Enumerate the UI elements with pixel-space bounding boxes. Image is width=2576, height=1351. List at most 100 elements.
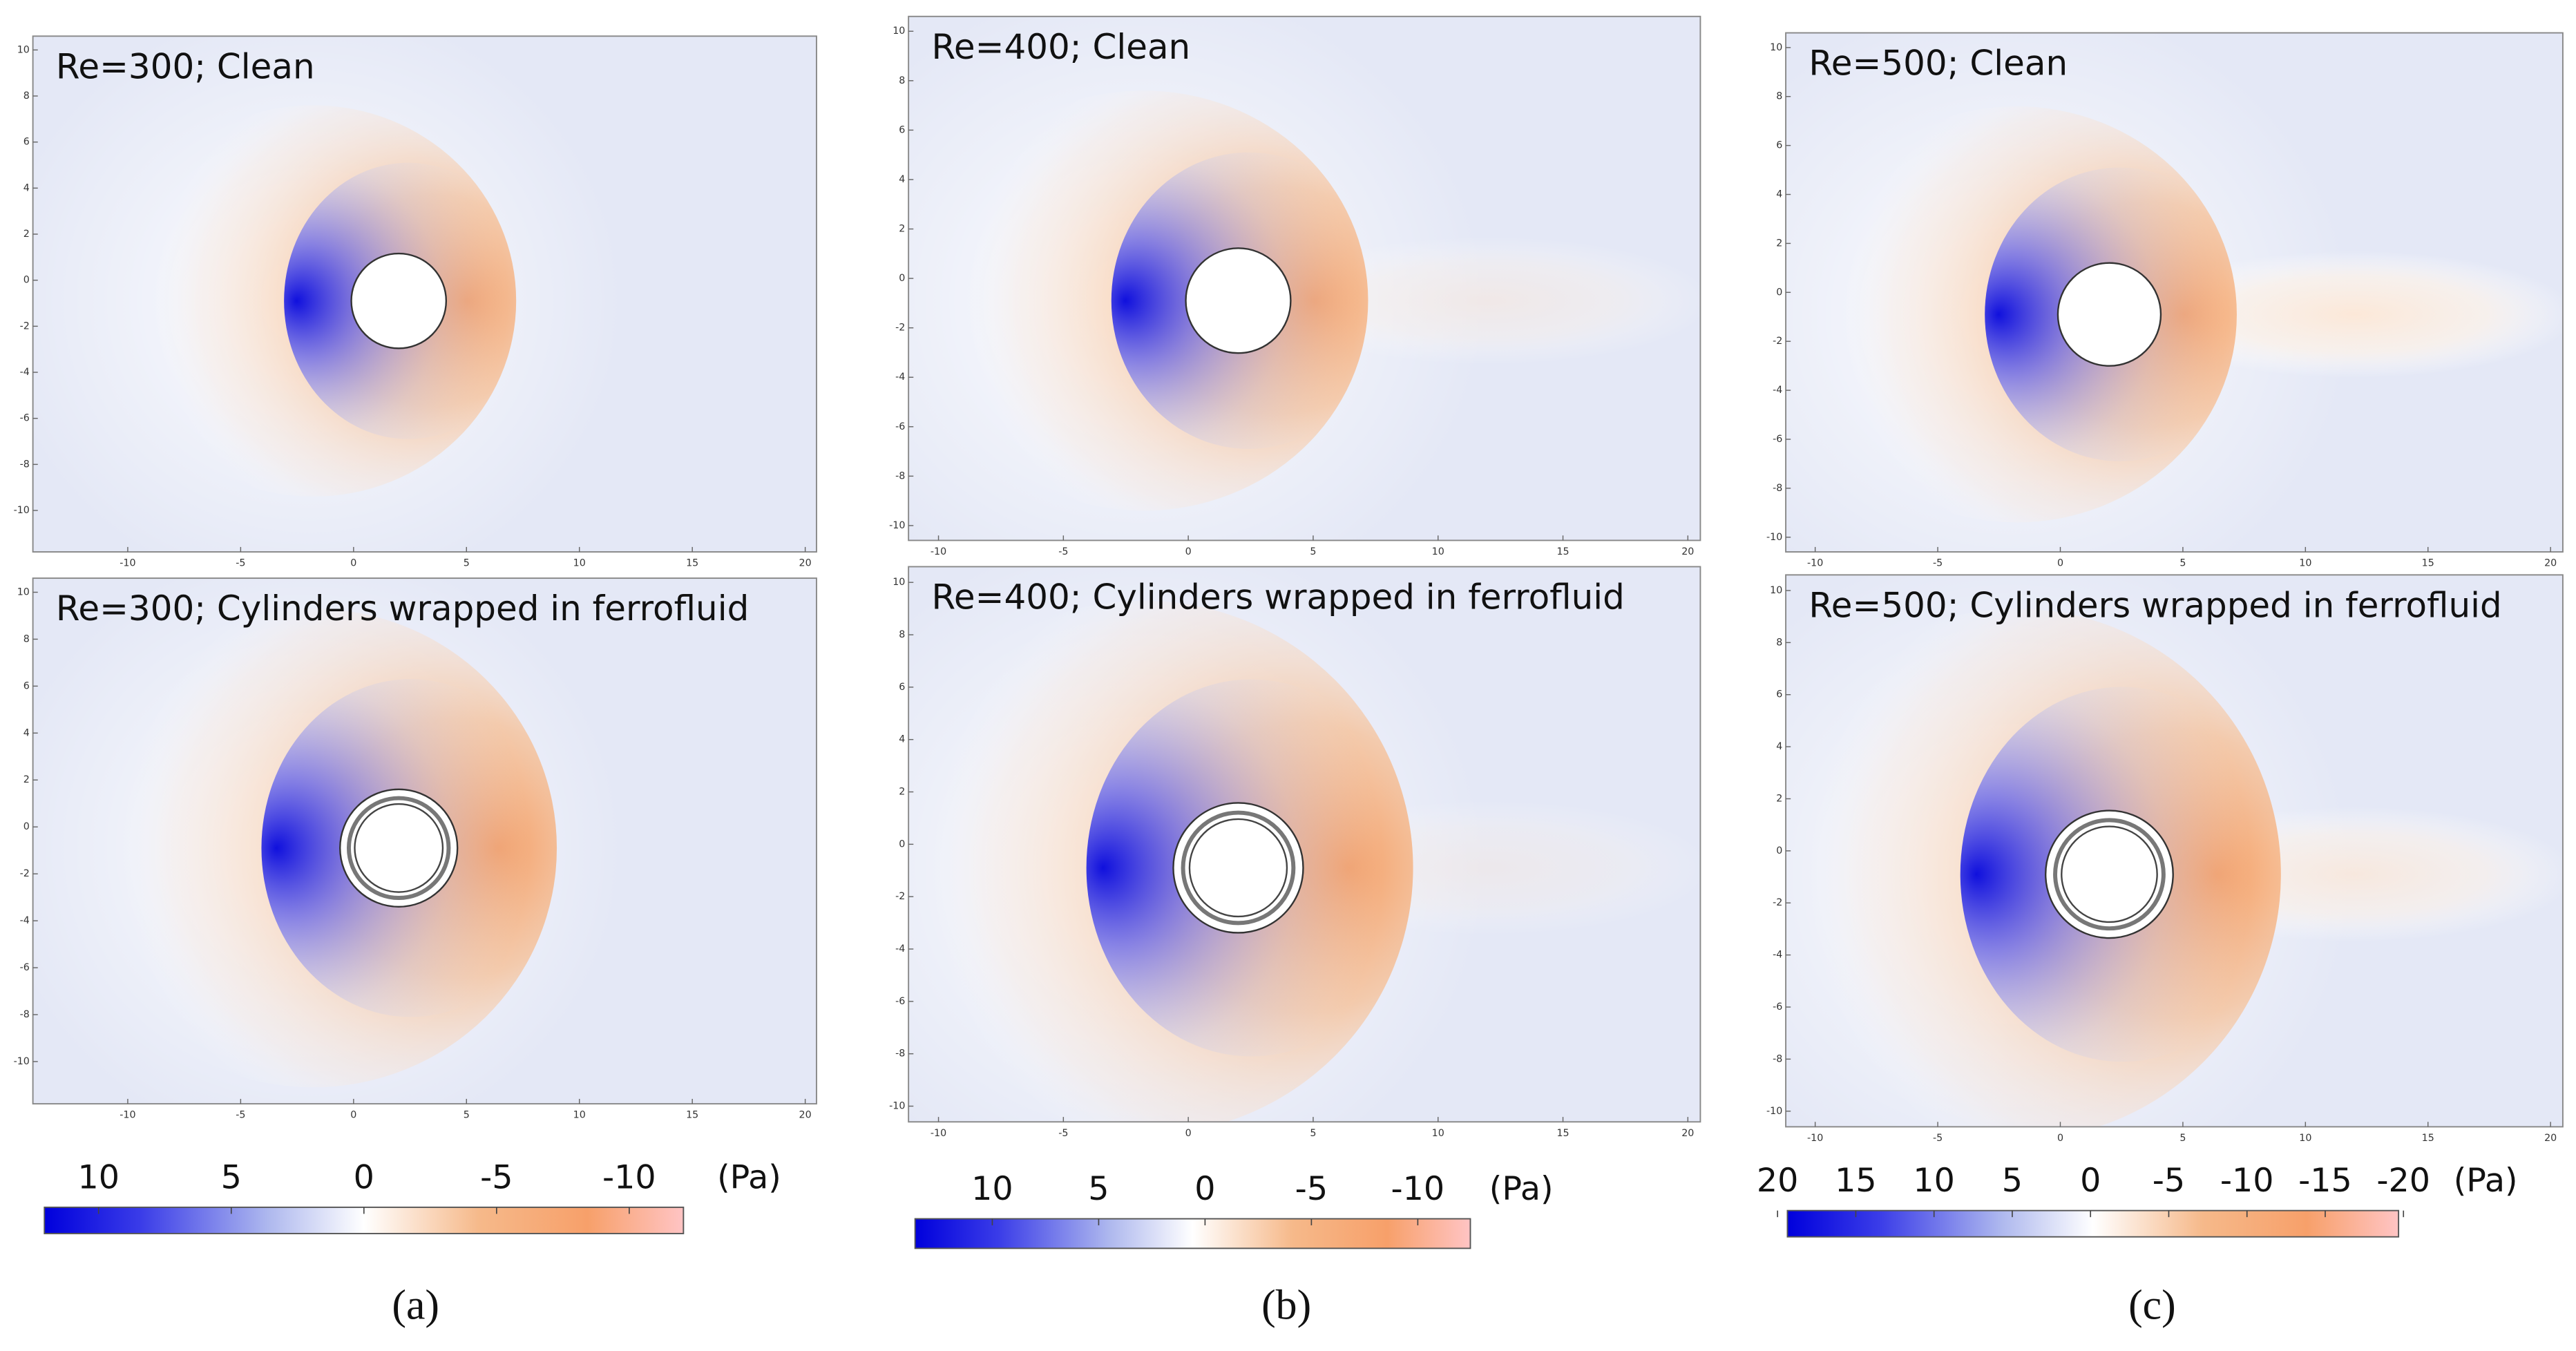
colorbar-gradient: [914, 1218, 1471, 1249]
x-tick-label: -5: [1933, 1133, 1943, 1144]
y-tick-label: 6: [23, 680, 30, 691]
x-tick-label: 0: [2057, 1133, 2063, 1144]
y-tick-label: -10: [1766, 1106, 1782, 1117]
colorbar-unit: (Pa): [717, 1158, 781, 1196]
y-tick-label: 10: [1770, 42, 1782, 53]
x-tick-label: 10: [1432, 1128, 1444, 1139]
y-tick-label: -2: [895, 891, 905, 902]
ferrofluid-ring: [2053, 818, 2166, 931]
x-tick-label: -5: [1058, 1128, 1068, 1139]
y-tick-label: 4: [1776, 741, 1782, 752]
subfigure-caption: (b): [1261, 1282, 1311, 1329]
x-tick-label: 20: [2544, 1133, 2557, 1144]
y-tick-label: -10: [889, 520, 905, 531]
inner-cylinder: [1188, 818, 1288, 918]
y-tick-label: -4: [20, 915, 30, 926]
y-tick-label: -4: [20, 367, 30, 378]
y-tick-label: 6: [1776, 689, 1782, 700]
y-tick-label: -2: [1773, 897, 1782, 908]
colorbar-label: -20: [2376, 1162, 2430, 1200]
y-tick-label: 0: [899, 839, 905, 850]
cylinder: [1185, 247, 1292, 354]
y-tick-label: 2: [23, 229, 30, 240]
y-tick-label: 10: [893, 26, 905, 37]
colorbar-label: 0: [1194, 1170, 1215, 1208]
y-tick-label: 8: [1776, 91, 1782, 102]
colorbar-label: -5: [480, 1158, 513, 1196]
y-tick-label: -4: [895, 372, 905, 383]
y-tick-label: -4: [895, 943, 905, 955]
x-tick-label: 5: [1310, 546, 1316, 557]
x-tick-label: -10: [1807, 558, 1823, 569]
y-tick-label: -8: [1773, 483, 1782, 494]
y-tick-label: -6: [20, 413, 30, 424]
y-tick-label: 10: [1770, 585, 1782, 596]
cylinder: [350, 252, 448, 349]
x-tick-label: 5: [1310, 1128, 1316, 1139]
inner-cylinder: [354, 803, 444, 893]
colorbar-label: 10: [1913, 1162, 1955, 1200]
y-tick-label: -10: [14, 1056, 30, 1067]
y-tick-label: -8: [1773, 1053, 1782, 1064]
y-tick-label: 8: [899, 629, 905, 640]
plot-frame: [32, 577, 817, 1105]
y-tick-label: 0: [23, 821, 30, 832]
x-tick-label: 20: [2544, 558, 2557, 569]
panel-title: Re=300; Clean: [56, 46, 315, 86]
y-tick-label: 4: [1776, 189, 1782, 200]
y-tick-label: 0: [23, 275, 30, 286]
y-tick-label: 2: [899, 787, 905, 798]
x-tick-label: 20: [799, 1110, 812, 1121]
x-tick-label: 5: [2179, 558, 2186, 569]
y-tick-label: 8: [1776, 637, 1782, 648]
field: [908, 566, 1701, 1122]
y-tick-label: 4: [23, 727, 30, 738]
y-tick-label: -6: [1773, 434, 1782, 445]
y-tick-label: 10: [893, 577, 905, 588]
x-tick-label: 0: [350, 1110, 356, 1121]
x-tick-label: 20: [799, 558, 812, 569]
y-tick-label: -8: [20, 1009, 30, 1020]
subfigure-caption: (c): [2128, 1282, 2176, 1329]
plot-frame: [32, 35, 817, 553]
x-tick-label: 15: [2422, 1133, 2434, 1144]
x-tick-label: -5: [236, 1110, 245, 1121]
y-tick-label: -8: [895, 1048, 905, 1060]
field: [1786, 575, 2563, 1127]
y-tick-label: 2: [899, 224, 905, 235]
colorbar: 10 5 0 -5 -10 (Pa) (a): [44, 1158, 781, 1329]
x-tick-label: 15: [686, 558, 698, 569]
y-tick-label: 0: [1776, 287, 1782, 298]
panel-title: Re=400; Clean: [931, 27, 1190, 67]
x-tick-label: 10: [573, 1110, 586, 1121]
field: [32, 36, 817, 553]
colorbar-label: -10: [2220, 1162, 2274, 1200]
panel-title: Re=400; Cylinders wrapped in ferrofluid: [931, 577, 1624, 617]
y-tick-label: 8: [899, 75, 905, 86]
x-tick-label: -10: [1807, 1133, 1823, 1144]
x-tick-label: -5: [1058, 546, 1068, 557]
y-tick-label: -6: [895, 996, 905, 1007]
y-tick-label: -6: [20, 962, 30, 973]
y-tick-label: 2: [23, 774, 30, 785]
y-tick-label: -2: [1773, 336, 1782, 347]
colorbar-label: -5: [2153, 1162, 2185, 1200]
subfigure-caption: (a): [392, 1282, 439, 1329]
y-tick-label: -6: [895, 421, 905, 432]
y-tick-label: 2: [1776, 238, 1782, 249]
colorbar-unit: (Pa): [1489, 1170, 1554, 1208]
x-tick-label: 15: [686, 1110, 698, 1121]
y-tick-label: -6: [1773, 1002, 1782, 1013]
colorbar-label: 10: [971, 1170, 1013, 1208]
colorbar-label: 20: [1757, 1162, 1799, 1200]
y-tick-label: -8: [895, 470, 905, 481]
x-tick-label: -5: [1933, 558, 1943, 569]
panel-title: Re=500; Clean: [1809, 44, 2068, 84]
y-tick-label: 6: [899, 682, 905, 693]
ferrofluid-ring: [346, 796, 451, 901]
y-tick-label: -4: [1773, 950, 1782, 961]
